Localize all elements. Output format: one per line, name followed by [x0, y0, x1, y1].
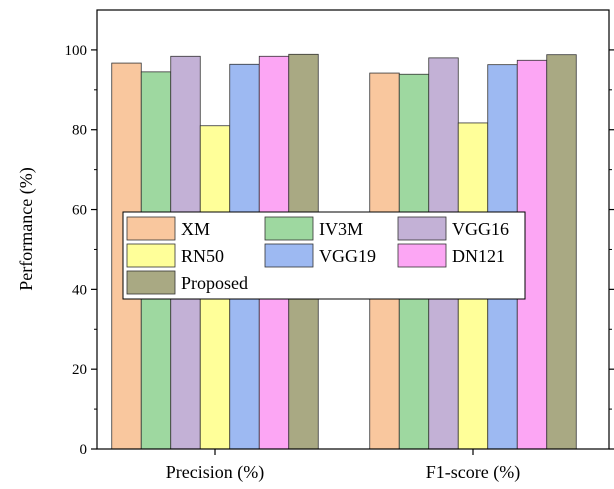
ticks-layer: [91, 49, 614, 455]
y-tick-label: 100: [65, 43, 88, 59]
x-tick-label: F1-score (%): [426, 462, 520, 483]
y-tick-label: 80: [72, 123, 87, 139]
legend-swatch-vgg16: [397, 216, 447, 241]
plot-frame: [96, 9, 610, 450]
legend-label-vgg16: VGG16: [452, 219, 509, 239]
legend: XM IV3M VGG16 RN50 VGG19 DN121 Proposed: [122, 211, 526, 300]
y-axis-title: Performance (%): [16, 167, 37, 290]
legend-swatch-dn121: [397, 243, 447, 268]
legend-swatch-vgg19: [264, 243, 314, 268]
legend-label-vgg19: VGG19: [319, 246, 376, 266]
legend-swatch-rn50: [126, 243, 176, 268]
legend-label-dn121: DN121: [452, 246, 505, 266]
y-tick-label: 60: [72, 203, 87, 219]
bar-proposed-f1-score: [546, 54, 577, 450]
legend-box: [122, 211, 526, 300]
legend-swatch-xm: [126, 216, 176, 241]
labels-layer: Precision (%) F1-score (%) 0 20 40 60 80 100: [65, 43, 521, 483]
legend-label-xm: XM: [181, 219, 210, 239]
legend-label-iv3m: IV3M: [319, 219, 363, 239]
legend-label-proposed: Proposed: [181, 273, 248, 293]
legend-label-rn50: RN50: [181, 246, 224, 266]
y-tick-label: 20: [72, 362, 87, 378]
legend-swatch-proposed: [126, 270, 176, 295]
x-tick-label: Precision (%): [166, 462, 264, 483]
y-tick-label: 0: [80, 442, 88, 458]
legend-swatch-iv3m: [264, 216, 314, 241]
y-tick-label: 40: [72, 282, 87, 298]
